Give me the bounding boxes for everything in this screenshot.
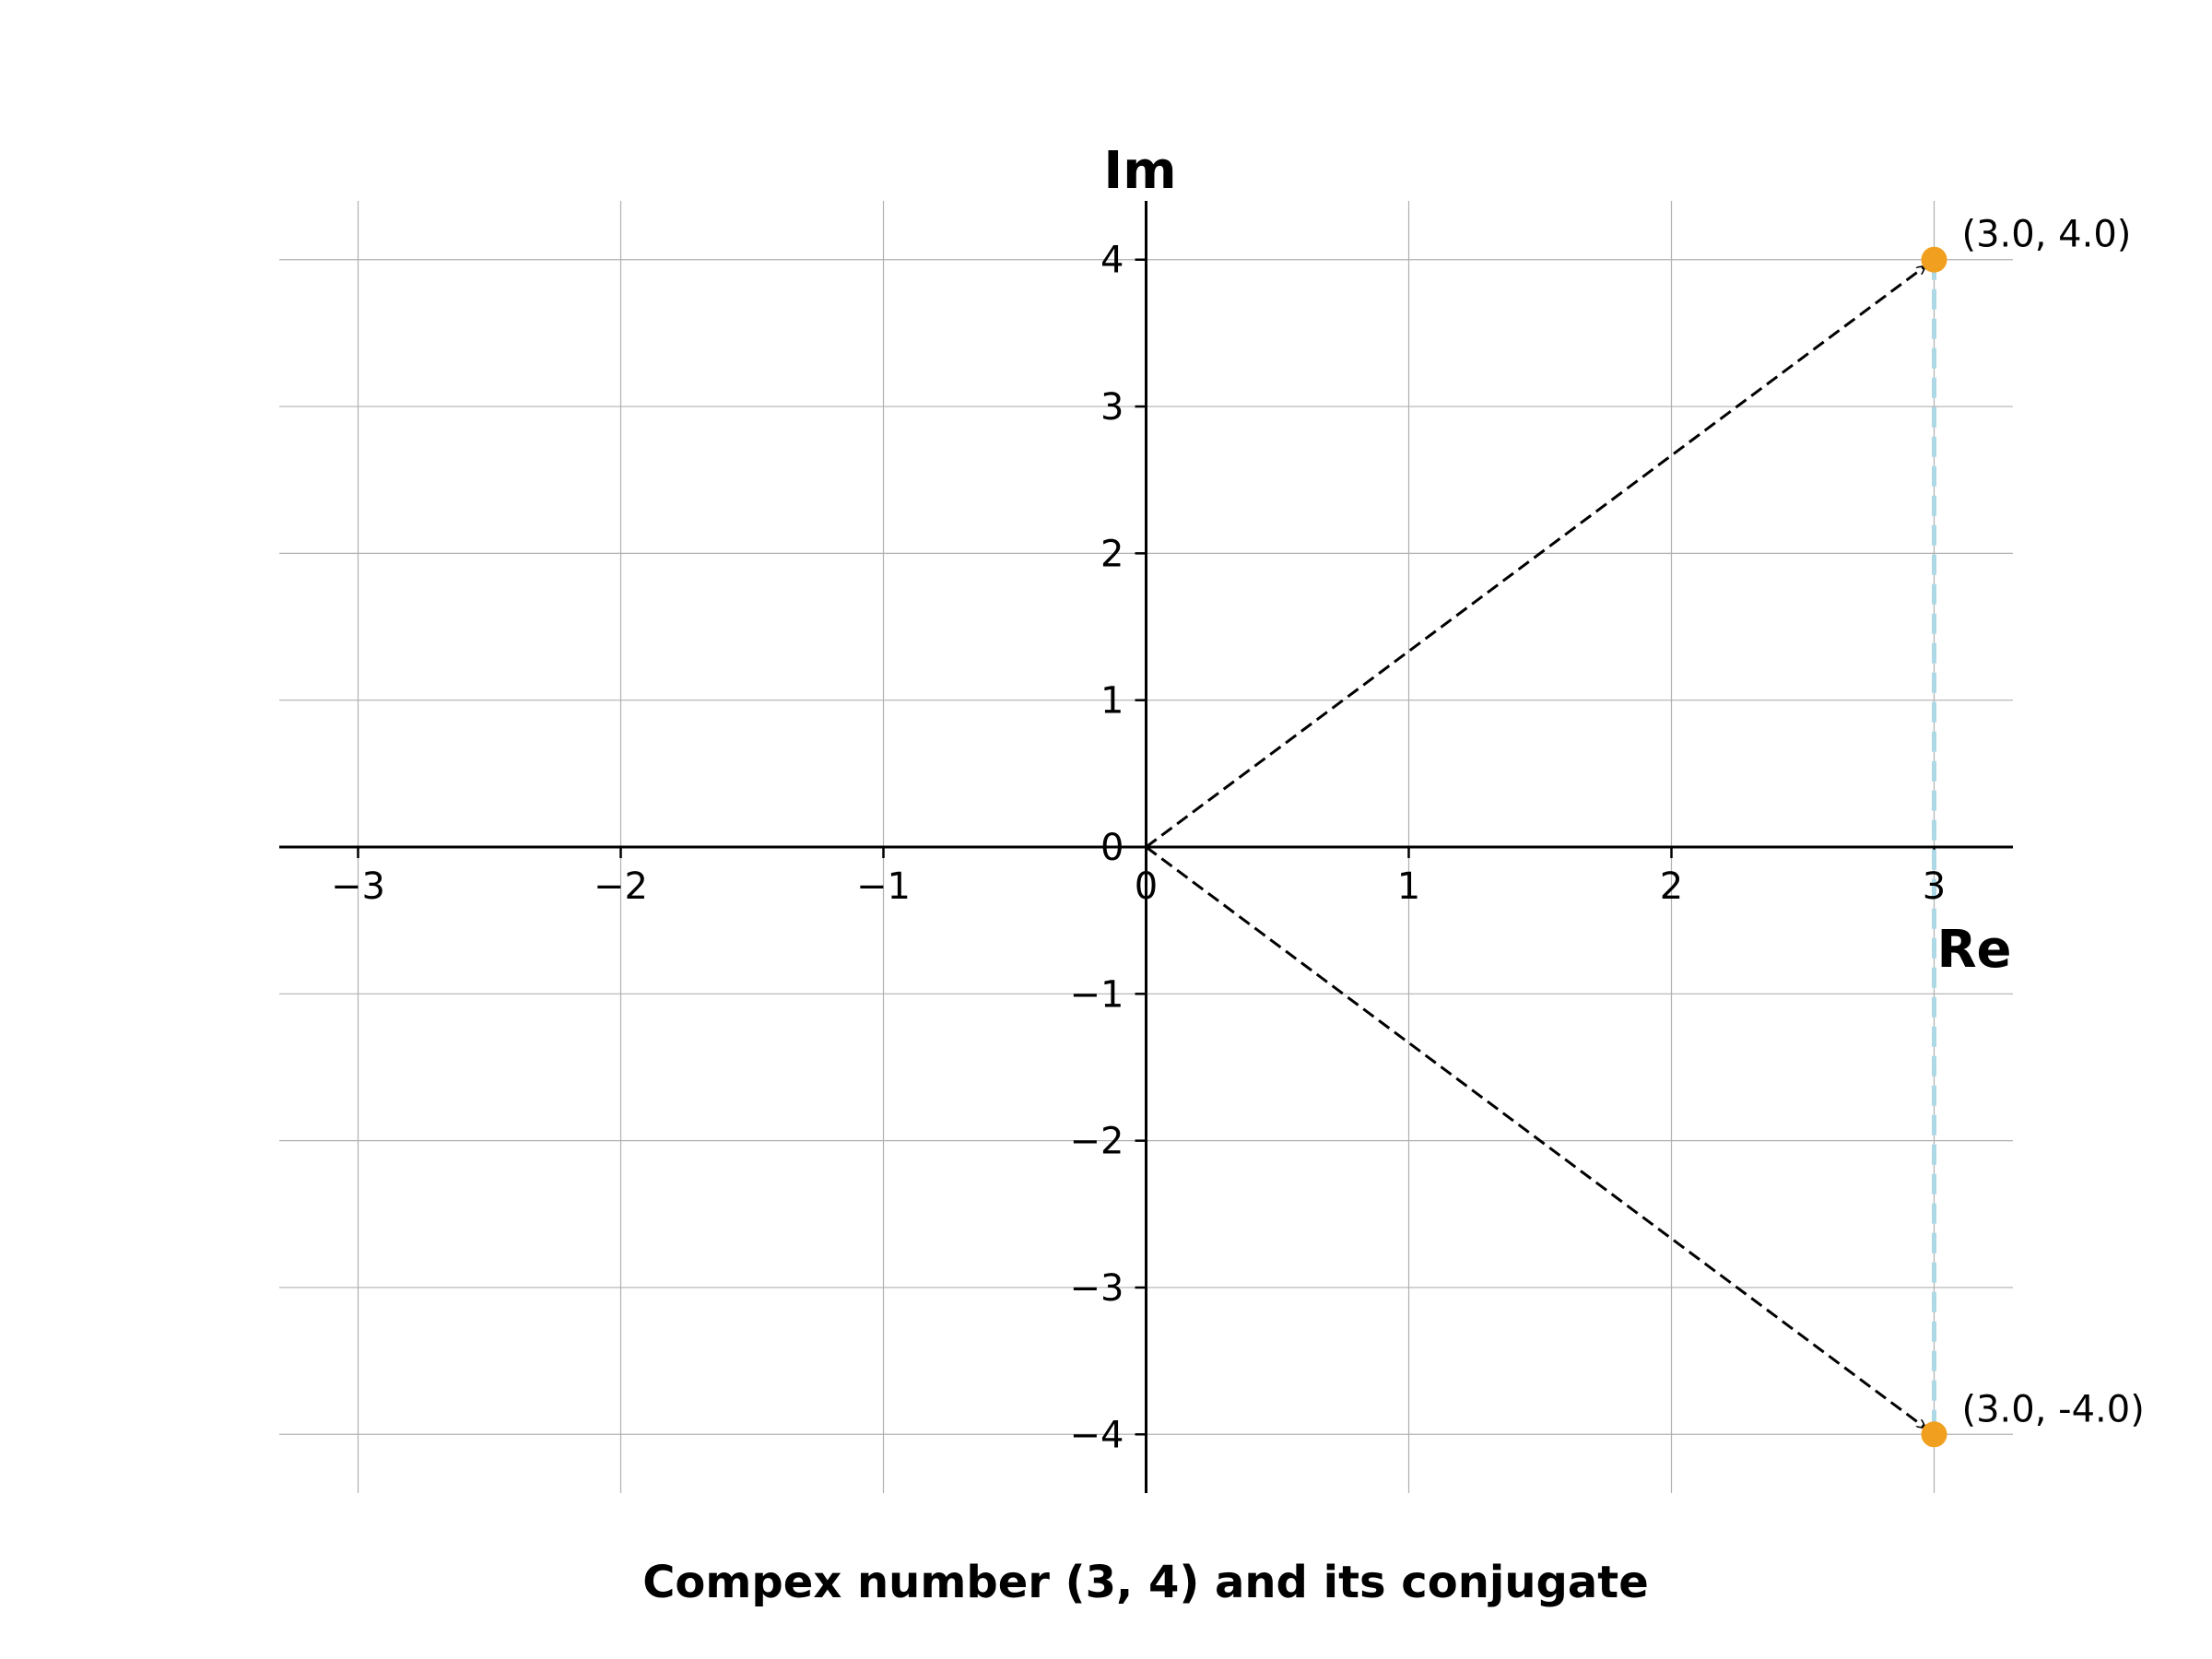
y-tick-label: −3 [1070, 1267, 1124, 1310]
point-marker [1921, 246, 1947, 273]
point-marker [1921, 1421, 1947, 1448]
x-tick-label: 0 [1135, 865, 1158, 908]
y-tick-label: 1 [1100, 680, 1124, 723]
y-tick-label: 0 [1100, 827, 1124, 869]
tick-labels: −3 −2 −1 0 1 2 3 −4 −3 −2 −1 0 1 2 3 4 (3.0, 4.0) (3.0, -… [331, 214, 2145, 1457]
chart-title: Compex number (3, 4) and its conjugate [642, 1557, 1649, 1608]
points [1921, 246, 1947, 1448]
point-label: (3.0, 4.0) [1962, 214, 2132, 256]
y-tick-label: 4 [1100, 240, 1124, 282]
y-tick-label: 3 [1100, 386, 1124, 429]
x-tick-label: 3 [1923, 865, 1946, 908]
x-axis-label: Re [1936, 920, 2011, 980]
y-tick-label: −1 [1070, 973, 1124, 1016]
vectors [1145, 266, 1925, 1428]
x-tick-label: 1 [1397, 865, 1420, 908]
vector-arrow [1145, 266, 1925, 849]
y-tick-label: −2 [1070, 1121, 1124, 1163]
x-tick-label: −1 [856, 865, 911, 908]
x-tick-label: −3 [331, 865, 385, 908]
point-label: (3.0, -4.0) [1962, 1388, 2145, 1430]
y-tick-label: 2 [1100, 533, 1124, 575]
y-axis-label: Im [1103, 141, 1176, 201]
y-tick-label: −4 [1070, 1414, 1124, 1456]
vector-arrow [1145, 845, 1925, 1428]
x-tick-label: 2 [1660, 865, 1683, 908]
x-tick-label: −2 [594, 865, 648, 908]
